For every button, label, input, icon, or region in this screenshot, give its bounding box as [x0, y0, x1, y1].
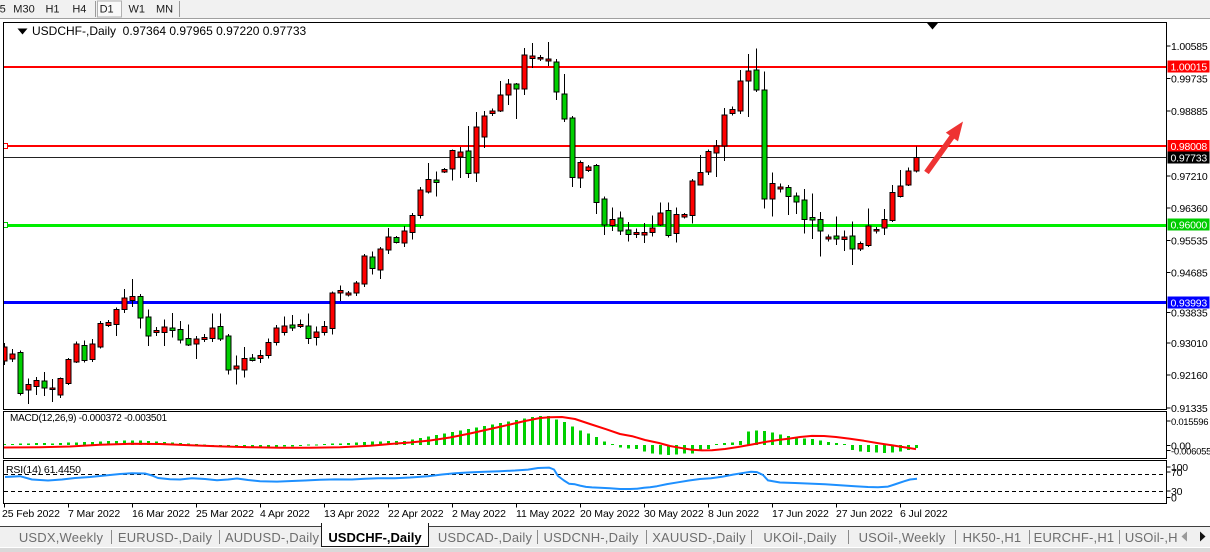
svg-text:70: 70 [1171, 467, 1183, 479]
svg-text:0.96360: 0.96360 [1171, 203, 1208, 215]
svg-text:27 Jun 2022: 27 Jun 2022 [836, 508, 893, 520]
svg-text:EURCHF-,H1: EURCHF-,H1 [1034, 530, 1115, 545]
svg-text:USDCNH-,Daily: USDCNH-,Daily [543, 530, 638, 545]
svg-text:XAUUSD-,Daily: XAUUSD-,Daily [652, 530, 746, 545]
svg-text:0.93993: 0.93993 [1171, 298, 1208, 310]
svg-text:0.93010: 0.93010 [1171, 338, 1208, 350]
svg-text:0.91335: 0.91335 [1171, 403, 1208, 415]
svg-text:0.97210: 0.97210 [1171, 171, 1208, 183]
svg-text:16 Mar 2022: 16 Mar 2022 [132, 508, 190, 520]
svg-text:0.98885: 0.98885 [1171, 106, 1208, 118]
svg-text:13 Apr 2022: 13 Apr 2022 [324, 508, 380, 520]
svg-text:30 May 2022: 30 May 2022 [644, 508, 704, 520]
svg-text:USDX,Weekly: USDX,Weekly [19, 530, 104, 545]
svg-text:RSI(14) 61.4450: RSI(14) 61.4450 [6, 464, 81, 476]
svg-text:AUDUSD-,Daily: AUDUSD-,Daily [225, 530, 320, 545]
svg-text:HK50-,H1: HK50-,H1 [963, 530, 1022, 545]
svg-text:25 Mar 2022: 25 Mar 2022 [196, 508, 254, 520]
svg-text:H1: H1 [45, 4, 59, 16]
svg-text:D1: D1 [100, 4, 114, 16]
svg-text:USDCAD-,Daily: USDCAD-,Daily [438, 530, 533, 545]
svg-text:H4: H4 [72, 4, 86, 16]
svg-text:W1: W1 [129, 4, 146, 16]
svg-text:2 May 2022: 2 May 2022 [452, 508, 506, 520]
svg-text:17 Jun 2022: 17 Jun 2022 [772, 508, 829, 520]
svg-text:USOil-,Weekly: USOil-,Weekly [859, 530, 946, 545]
svg-text:0.00: 0.00 [1171, 440, 1191, 452]
svg-text:0.99735: 0.99735 [1171, 74, 1208, 86]
svg-text:30: 30 [1171, 486, 1183, 498]
svg-text:11 May 2022: 11 May 2022 [516, 508, 575, 520]
svg-text:20 May 2022: 20 May 2022 [580, 508, 640, 520]
svg-text:8 Jun 2022: 8 Jun 2022 [708, 508, 759, 520]
svg-text:0.93835: 0.93835 [1171, 308, 1208, 320]
svg-text:1.00015: 1.00015 [1171, 62, 1208, 74]
svg-text:M30: M30 [13, 4, 34, 16]
svg-text:0.94685: 0.94685 [1171, 268, 1208, 280]
svg-text:USDCHF-,Daily: USDCHF-,Daily [328, 530, 422, 545]
svg-text:0.92160: 0.92160 [1171, 370, 1208, 382]
svg-text:0.98008: 0.98008 [1171, 141, 1208, 153]
svg-text:100: 100 [1171, 462, 1188, 474]
svg-text:USOil-,H1: USOil-,H1 [1125, 530, 1185, 545]
svg-text:7 Mar 2022: 7 Mar 2022 [68, 508, 120, 520]
svg-text:MN: MN [156, 4, 173, 16]
svg-text:1.00585: 1.00585 [1171, 41, 1208, 53]
svg-text:USDCHF-,Daily 0.97364 0.97965: USDCHF-,Daily 0.97364 0.97965 0.97220 0.… [32, 24, 307, 38]
svg-text:25 Feb 2022: 25 Feb 2022 [2, 508, 60, 520]
svg-text:EURUSD-,Daily: EURUSD-,Daily [118, 530, 213, 545]
svg-text:0.95535: 0.95535 [1171, 236, 1208, 248]
svg-text:UKOil-,Daily: UKOil-,Daily [763, 530, 836, 545]
svg-text:6 Jul 2022: 6 Jul 2022 [900, 508, 948, 520]
svg-text:4 Apr 2022: 4 Apr 2022 [260, 508, 310, 520]
svg-text:-0.006055: -0.006055 [1171, 447, 1210, 458]
svg-text:22 Apr 2022: 22 Apr 2022 [388, 508, 444, 520]
svg-text:0.015596: 0.015596 [1171, 417, 1208, 428]
svg-text:0.96000: 0.96000 [1171, 220, 1208, 232]
svg-text:MACD(12,26,9) -0.000372 -0.003: MACD(12,26,9) -0.000372 -0.003501 [10, 413, 168, 424]
svg-text:0.97733: 0.97733 [1171, 153, 1208, 165]
svg-text:0: 0 [1171, 493, 1177, 505]
svg-text:5: 5 [0, 4, 6, 16]
